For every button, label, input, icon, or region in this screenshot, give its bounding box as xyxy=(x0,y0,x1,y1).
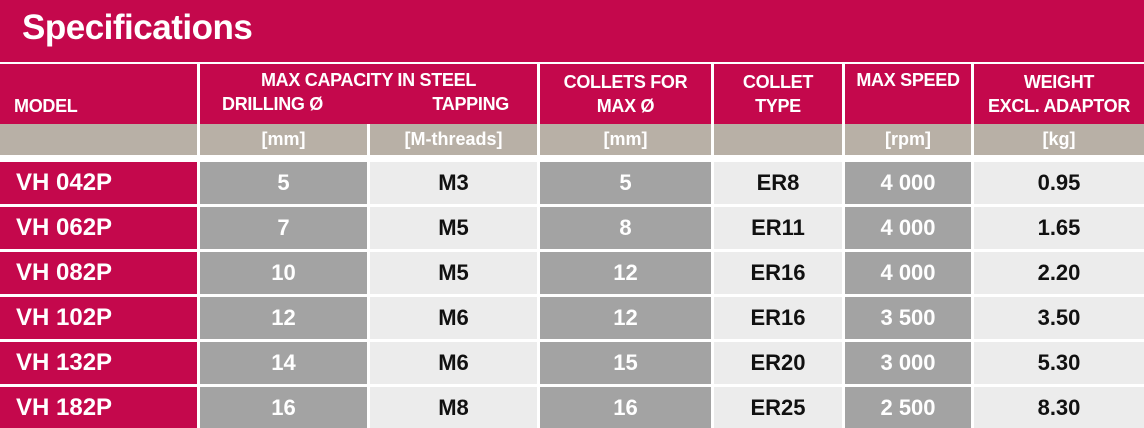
header-tapping-label: TAPPING xyxy=(432,94,509,114)
unit-collets: [mm] xyxy=(540,124,711,155)
page-title: Specifications xyxy=(22,8,253,47)
header-max-capacity-label: MAX CAPACITY IN STEEL xyxy=(260,70,477,90)
table-cell-weight: 8.30 xyxy=(974,387,1144,428)
table-row-model: VH 082P xyxy=(0,252,197,294)
table-cell-collet-type: ER16 xyxy=(714,297,842,339)
table-row-model: VH 182P xyxy=(0,387,197,428)
table-cell-max-speed: 2 500 xyxy=(845,387,971,428)
table-cell-drilling: 10 xyxy=(200,252,367,294)
table-cell-tapping: M5 xyxy=(370,252,537,294)
table-cell-collet-type: ER8 xyxy=(714,162,842,204)
table-cell-collets: 12 xyxy=(540,252,711,294)
table-cell-weight: 1.65 xyxy=(974,207,1144,249)
table-cell-max-speed: 4 000 xyxy=(845,207,971,249)
header-collet-type-line2: TYPE xyxy=(755,96,801,116)
unit-model xyxy=(0,124,197,155)
table-cell-tapping: M3 xyxy=(370,162,537,204)
header-collets: COLLETS FOR MAX Ø xyxy=(540,64,711,124)
table-cell-drilling: 5 xyxy=(200,162,367,204)
table-cell-tapping: M6 xyxy=(370,342,537,384)
unit-max-speed: [rpm] xyxy=(845,124,971,155)
table-row-model: VH 132P xyxy=(0,342,197,384)
header-max-speed: MAX SPEED xyxy=(845,64,971,124)
header-collet-type: COLLET TYPE xyxy=(714,64,842,124)
table-row-model: VH 062P xyxy=(0,207,197,249)
table-cell-max-speed: 4 000 xyxy=(845,252,971,294)
title-bar: Specifications xyxy=(0,0,1144,62)
table-cell-weight: 5.30 xyxy=(974,342,1144,384)
table-cell-drilling: 14 xyxy=(200,342,367,384)
table-row-model: VH 102P xyxy=(0,297,197,339)
table-cell-collets: 16 xyxy=(540,387,711,428)
table-cell-max-speed: 4 000 xyxy=(845,162,971,204)
unit-weight: [kg] xyxy=(974,124,1144,155)
header-max-speed-label: MAX SPEED xyxy=(856,70,960,90)
table-cell-collets: 8 xyxy=(540,207,711,249)
header-collet-type-line1: COLLET xyxy=(742,72,814,92)
header-drilling-label: DRILLING Ø xyxy=(222,94,323,114)
table-cell-collets: 12 xyxy=(540,297,711,339)
table-row-model: VH 042P xyxy=(0,162,197,204)
table-cell-max-speed: 3 000 xyxy=(845,342,971,384)
table-cell-drilling: 16 xyxy=(200,387,367,428)
header-weight-line2: EXCL. ADAPTOR xyxy=(987,96,1131,116)
table-cell-collet-type: ER16 xyxy=(714,252,842,294)
table-cell-drilling: 7 xyxy=(200,207,367,249)
header-model: MODEL xyxy=(0,64,197,124)
table-cell-weight: 2.20 xyxy=(974,252,1144,294)
unit-collet-type xyxy=(714,124,842,155)
header-collets-line2: MAX Ø xyxy=(596,96,655,116)
table-cell-collets: 15 xyxy=(540,342,711,384)
header-weight: WEIGHT EXCL. ADAPTOR xyxy=(974,64,1144,124)
header-max-capacity: MAX CAPACITY IN STEEL DRILLING Ø TAPPING xyxy=(200,64,537,124)
header-collets-line1: COLLETS FOR xyxy=(563,72,688,92)
table-cell-max-speed: 3 500 xyxy=(845,297,971,339)
table-cell-collet-type: ER20 xyxy=(714,342,842,384)
table-cell-tapping: M6 xyxy=(370,297,537,339)
table-cell-tapping: M8 xyxy=(370,387,537,428)
table-cell-tapping: M5 xyxy=(370,207,537,249)
table-cell-collet-type: ER11 xyxy=(714,207,842,249)
table-cell-collet-type: ER25 xyxy=(714,387,842,428)
header-model-label: MODEL xyxy=(14,96,78,116)
unit-drilling: [mm] xyxy=(200,124,367,155)
table-cell-weight: 3.50 xyxy=(974,297,1144,339)
header-weight-line1: WEIGHT xyxy=(1023,72,1095,92)
table-cell-drilling: 12 xyxy=(200,297,367,339)
unit-tapping: [M-threads] xyxy=(370,124,537,155)
table-cell-collets: 5 xyxy=(540,162,711,204)
table-cell-weight: 0.95 xyxy=(974,162,1144,204)
